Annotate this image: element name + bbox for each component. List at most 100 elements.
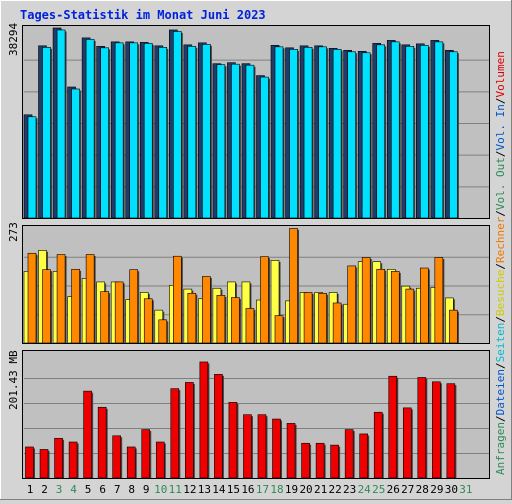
bar-dateien-day-16 — [245, 64, 255, 219]
legend-entry: / — [494, 150, 507, 157]
bar-dateien-day-18 — [274, 46, 284, 219]
legend-entry: / — [494, 316, 507, 323]
legend-entry: Besuche — [494, 270, 507, 316]
bar-rechner-day-14 — [216, 295, 226, 344]
bar-dateien-day-17 — [260, 76, 269, 219]
bar-volumen-day-27 — [402, 407, 412, 479]
x-axis-day-label: 26 — [387, 483, 400, 496]
bar-volumen-day-23 — [344, 429, 354, 479]
bar-dateien-day-14 — [216, 64, 226, 219]
legend-entry: / — [494, 97, 507, 104]
x-axis-day-label: 3 — [56, 483, 63, 496]
bar-rechner-day-26 — [390, 271, 400, 344]
x-axis-day-label: 31 — [459, 483, 472, 496]
legend-entry: / — [494, 210, 507, 217]
bar-rechner-day-20 — [303, 292, 313, 344]
x-axis-day-label: 17 — [256, 483, 269, 496]
x-axis-day-label: 1 — [27, 483, 34, 496]
bar-volumen-day-13 — [199, 361, 209, 479]
bar-dateien-day-12 — [187, 46, 197, 219]
bar-dateien-day-28 — [420, 45, 429, 219]
bar-rechner-day-16 — [245, 308, 255, 344]
bar-dateien-day-10 — [158, 47, 168, 219]
bar-rechner-day-24 — [361, 257, 371, 344]
chart-title: Tages-Statistik im Monat Juni 2023 — [20, 8, 266, 22]
bar-rechner-day-11 — [173, 255, 182, 344]
x-axis-day-label: 7 — [114, 483, 121, 496]
bar-volumen-day-25 — [373, 411, 383, 479]
x-axis-day-label: 16 — [241, 483, 254, 496]
volume-ymax-label: 201.43 MB — [7, 350, 20, 410]
bar-rechner-day-3 — [56, 254, 66, 344]
x-axis-day-label: 23 — [343, 483, 356, 496]
bar-dateien-day-5 — [85, 39, 95, 219]
bar-dateien-day-23 — [347, 51, 356, 219]
bar-rechner-day-7 — [114, 281, 124, 344]
x-axis-day-label: 25 — [372, 483, 385, 496]
legend-entry: Dateien — [494, 369, 507, 415]
bar-rechner-day-10 — [158, 319, 168, 344]
bar-volumen-day-1 — [25, 446, 34, 479]
bar-volumen-day-11 — [170, 388, 180, 479]
bar-dateien-day-24 — [361, 52, 371, 219]
bar-dateien-day-20 — [303, 47, 313, 219]
bar-volumen-day-17 — [257, 414, 267, 479]
bar-rechner-day-6 — [100, 291, 109, 344]
bar-dateien-day-26 — [390, 41, 400, 219]
bar-rechner-day-1 — [27, 252, 37, 344]
bar-volumen-day-26 — [388, 375, 398, 479]
legend-entry: / — [494, 362, 507, 369]
bar-dateien-day-6 — [100, 47, 109, 219]
bar-volumen-day-29 — [432, 381, 441, 479]
legend-entry: Rechner — [494, 216, 507, 263]
bar-dateien-day-4 — [71, 88, 80, 219]
bar-marks — [23, 27, 459, 479]
bar-volumen-day-21 — [315, 442, 325, 479]
legend-entry: Vol. Out — [494, 157, 507, 210]
x-axis-day-label: 14 — [212, 483, 226, 496]
bar-rechner-day-21 — [318, 292, 327, 344]
x-axis-day-label: 28 — [416, 483, 429, 496]
x-axis-day-label: 15 — [227, 483, 240, 496]
bar-rechner-day-2 — [42, 269, 51, 344]
legend-entry: Volumen — [494, 51, 507, 97]
bar-rechner-day-19 — [289, 228, 298, 344]
x-axis-day-label: 2 — [41, 483, 48, 496]
bar-dateien-day-21 — [318, 46, 327, 219]
legend-entry: Anfragen — [494, 422, 507, 475]
bar-dateien-day-15 — [231, 63, 240, 219]
bar-rechner-day-8 — [129, 269, 139, 344]
legend-entry: Vol. In — [494, 104, 507, 150]
x-axis-day-label: 9 — [143, 483, 150, 496]
bar-volumen-day-16 — [243, 414, 252, 479]
bar-volumen-day-24 — [359, 433, 368, 479]
bar-rechner-day-27 — [405, 288, 415, 344]
bar-rechner-day-25 — [376, 268, 386, 344]
bar-volumen-day-2 — [39, 449, 49, 479]
bar-dateien-day-1 — [27, 116, 37, 219]
x-axis-day-label: 22 — [329, 483, 342, 496]
bar-dateien-day-8 — [129, 42, 139, 219]
bar-rechner-day-22 — [332, 302, 342, 344]
bar-dateien-day-2 — [42, 47, 51, 219]
bar-dateien-day-29 — [434, 41, 444, 219]
legend-entry: Seiten — [494, 323, 507, 363]
visits-ymax-label: 273 — [7, 222, 20, 242]
x-axis-day-label: 4 — [70, 483, 77, 496]
bar-volumen-day-8 — [126, 446, 136, 479]
bar-volumen-day-10 — [155, 441, 165, 479]
x-axis-day-label: 10 — [154, 483, 167, 496]
x-axis-day-label: 5 — [85, 483, 92, 496]
bar-volumen-day-15 — [228, 401, 238, 479]
bar-dateien-day-19 — [289, 49, 298, 219]
x-axis-day-label: 30 — [445, 483, 458, 496]
legend-entry: / — [494, 415, 507, 422]
bar-volumen-day-5 — [83, 390, 92, 479]
legend-entry: / — [494, 263, 507, 270]
bar-volumen-day-14 — [214, 374, 223, 479]
bar-dateien-day-30 — [449, 51, 458, 219]
bar-volumen-day-19 — [286, 423, 296, 479]
bar-rechner-day-12 — [187, 292, 197, 344]
x-axis-day-label: 6 — [99, 483, 106, 496]
x-axis-day-label: 18 — [270, 483, 283, 496]
